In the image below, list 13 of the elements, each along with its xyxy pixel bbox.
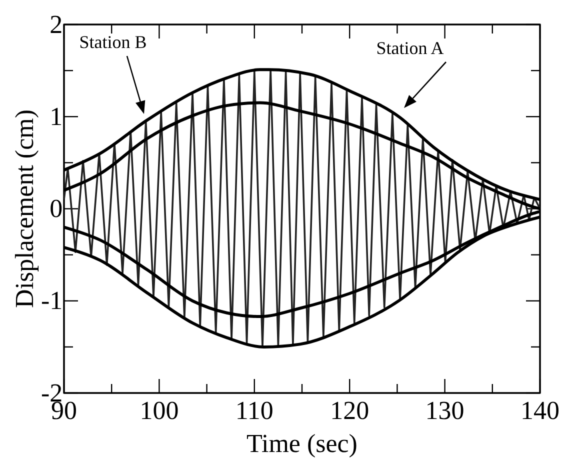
y-tick-label: 0 [50, 194, 63, 224]
y-tick-label: 1 [50, 102, 63, 131]
x-tick-label: 100 [140, 396, 179, 426]
annotation: Station B [79, 32, 147, 52]
y-tick-label: 2 [50, 10, 63, 39]
y-axis-title: Displacement (cm) [10, 109, 39, 308]
x-axis-title: Time (sec) [246, 429, 358, 458]
annotation: Station A [376, 38, 444, 58]
x-tick-label: 130 [425, 396, 464, 426]
y-tick-label: -1 [40, 286, 63, 316]
x-tick-label: 110 [235, 396, 274, 426]
x-tick-label: 140 [520, 396, 560, 426]
x-tick-label: 120 [330, 396, 370, 426]
